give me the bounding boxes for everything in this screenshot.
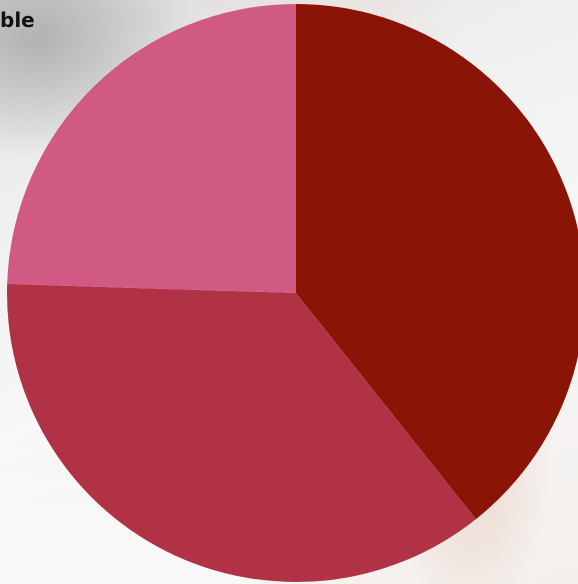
- pie-slice-2: [6, 283, 476, 583]
- pie-slice-1: [296, 4, 578, 520]
- pie-slice-3: [7, 4, 296, 293]
- pie-slices: [6, 4, 578, 583]
- chart-title: ble: [0, 8, 35, 32]
